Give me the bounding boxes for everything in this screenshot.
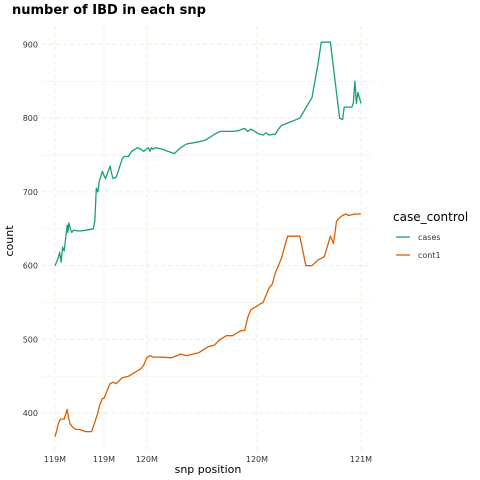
x-tick-label: 119M bbox=[44, 455, 66, 464]
legend-title: case_control bbox=[393, 210, 468, 224]
x-tick-label: 121M bbox=[350, 455, 372, 464]
x-tick-label: 119M bbox=[93, 455, 115, 464]
legend: cases cont1 bbox=[396, 233, 441, 260]
y-axis-label: count bbox=[3, 225, 16, 257]
y-tick-label: 800 bbox=[23, 114, 38, 123]
x-tick-label: 120M bbox=[246, 455, 268, 464]
y-tick-label: 500 bbox=[23, 335, 38, 344]
y-tick-label: 600 bbox=[23, 262, 38, 271]
series-layer bbox=[54, 41, 362, 437]
series-line-cont1 bbox=[54, 213, 361, 437]
chart-title: number of IBD in each snp bbox=[12, 3, 206, 18]
x-tick-label: 120M bbox=[136, 455, 158, 464]
y-tick-label: 900 bbox=[23, 40, 38, 49]
legend-label-cont1: cont1 bbox=[418, 251, 441, 260]
y-tick-label: 400 bbox=[23, 409, 38, 418]
y-axis-ticks: 400 500 600 700 800 900 bbox=[23, 40, 38, 418]
grid bbox=[42, 26, 372, 450]
series-line-cases bbox=[54, 41, 362, 266]
x-axis-label: snp position bbox=[175, 463, 242, 476]
x-axis-ticks: 119M 119M 120M 120M 121M bbox=[44, 455, 372, 464]
legend-label-cases: cases bbox=[418, 233, 441, 242]
y-tick-label: 700 bbox=[23, 188, 38, 197]
